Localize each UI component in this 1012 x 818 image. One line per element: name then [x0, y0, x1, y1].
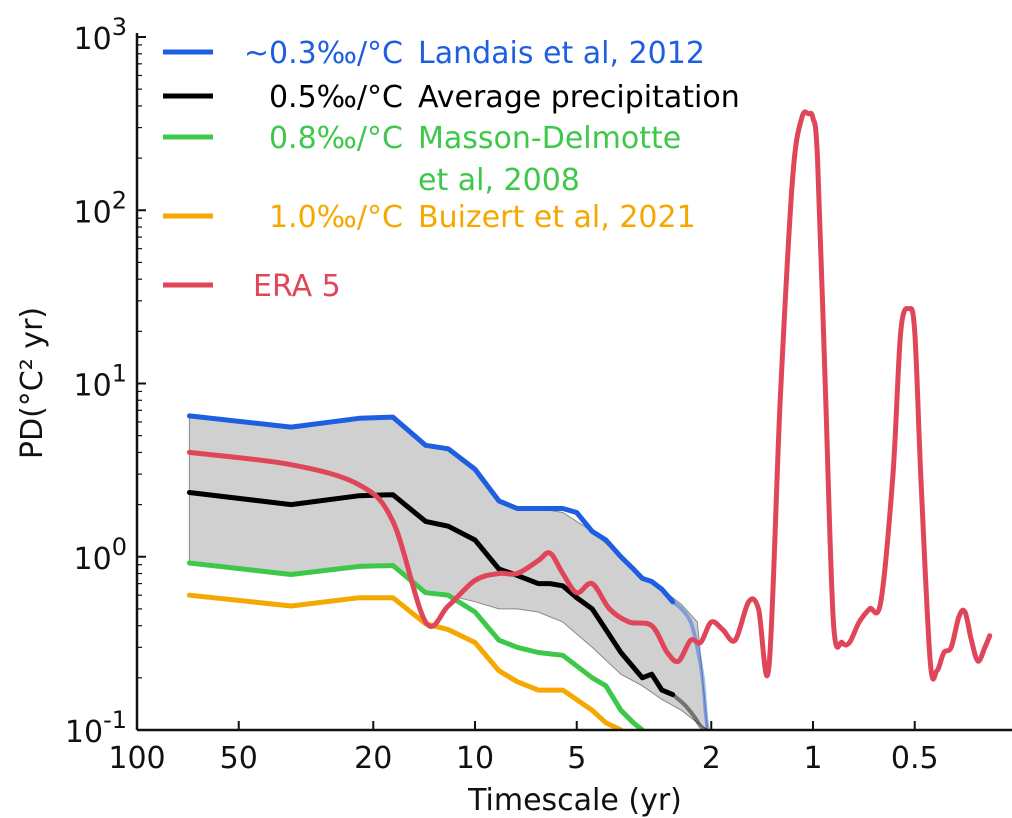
- y-axis-title: PD(°C² yr): [15, 307, 50, 459]
- legend-label-era-5: ERA 5: [253, 269, 341, 304]
- legend-label-landais-et-al-2012: Landais et al, 2012: [418, 36, 705, 71]
- legend-rate-landais-et-al-2012: ~0.3‰/°C: [244, 36, 403, 71]
- series-line-average-precipitation: [186, 490, 676, 698]
- x-tick-label: 1: [803, 741, 822, 776]
- series-tail-average-precipitation: [670, 692, 708, 730]
- y-tick-label: 102: [74, 186, 127, 230]
- legend-label-buizert-et-al-2021: Buizert et al, 2021: [418, 200, 696, 235]
- y-tick-label: 101: [74, 360, 127, 404]
- x-axis-title: Timescale (yr): [467, 783, 682, 818]
- legend-label-masson-delmotte-et-al-2008: Masson-Delmotte et al, 2008: [418, 121, 681, 198]
- x-tick-label: 2: [702, 741, 721, 776]
- y-tick-label: 10-1: [65, 706, 127, 750]
- x-tick-label: 0.5: [891, 741, 939, 776]
- legend-rate-average-precipitation: 0.5‰/°C: [269, 80, 403, 115]
- legend-label-average-precipitation: Average precipitation: [418, 80, 740, 115]
- legend-rate-buizert-et-al-2021: 1.0‰/°C: [269, 200, 403, 235]
- series-tail-landais-et-al-2012: [670, 599, 710, 730]
- series-line-masson-delmotte-et-al-2008: [186, 560, 645, 730]
- y-tick-label: 103: [74, 13, 127, 57]
- series-line-landais-et-al-2012: [186, 413, 676, 605]
- x-tick-label: 5: [567, 741, 586, 776]
- x-tick-label: 20: [354, 741, 392, 776]
- x-tick-label: 10: [456, 741, 494, 776]
- x-tick-label: 50: [220, 741, 258, 776]
- series-line-era-5: [186, 109, 993, 682]
- series-line-buizert-et-al-2021: [186, 592, 624, 730]
- y-tick-label: 100: [74, 533, 127, 577]
- x-tick-label: 100: [108, 741, 165, 776]
- legend-rate-masson-delmotte-et-al-2008: 0.8‰/°C: [269, 121, 403, 156]
